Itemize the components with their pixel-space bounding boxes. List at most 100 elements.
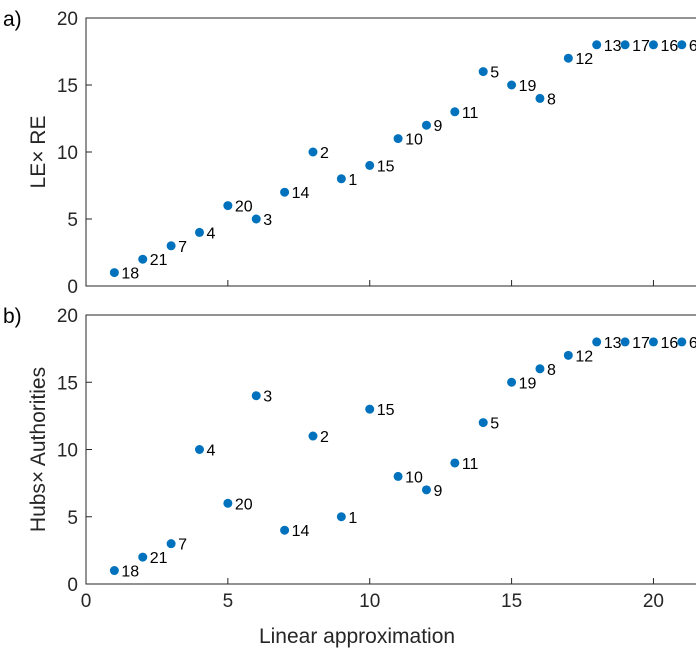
panel-b-point-label: 15 [377, 402, 395, 419]
panel-a-point-label: 11 [462, 105, 479, 122]
panel-a-point-label: 2 [320, 145, 329, 162]
panel-b-chart: 0 5 10 15 20 0 5 10 15 20 b) Hubs× Authorities Linea… [3, 305, 696, 648]
panel-b-x-tick-label: 0 [81, 591, 92, 612]
panel-b-point-label: 21 [150, 550, 168, 567]
panel-a-y-tick-label: 15 [57, 76, 78, 97]
panel-b-point-label: 13 [604, 335, 622, 352]
panel-b-data-point [478, 418, 488, 428]
panel-b-data-point [677, 337, 687, 347]
panel-b-data-point [620, 337, 630, 347]
panel-b-x-tick-label: 20 [643, 591, 664, 612]
panel-a-data-point [620, 40, 630, 50]
panel-b-data-point [336, 512, 346, 522]
panel-b-data-point [251, 391, 261, 401]
panel-b-data-point [194, 445, 204, 454]
panel-a-point-label: 7 [178, 239, 187, 256]
panel-a-y-tick-label: 0 [67, 277, 78, 298]
panel-a-data-point [251, 214, 261, 224]
panel-b-label: b) [3, 305, 22, 328]
panel-b-y-axis-title: Hubs× Authorities [27, 367, 50, 532]
panel-a-point-label: 13 [604, 38, 622, 55]
panel-a-point-label: 1 [348, 172, 357, 189]
panel-b-point-label: 11 [462, 456, 479, 473]
panel-a-point-label: 18 [121, 266, 139, 283]
panel-a-data-point [138, 254, 148, 264]
panel-b-y-tick-label: 5 [67, 508, 78, 529]
panel-a-data-point [592, 40, 602, 50]
panel-b-y-tick-label: 15 [57, 373, 78, 394]
panel-b-x-tick-label: 10 [359, 591, 380, 612]
panel-a-data-point [648, 40, 658, 50]
panel-a-data-point [280, 187, 290, 197]
panel-b-point-label: 12 [575, 348, 593, 365]
panel-b-point-label: 17 [632, 335, 650, 352]
panel-b-point-label: 4 [206, 443, 215, 460]
panel-b-point-label: 18 [121, 564, 139, 581]
panel-a-data-point [393, 134, 403, 144]
panel-b-x-tick-label: 15 [501, 591, 522, 612]
panel-b-point-label: 19 [519, 375, 537, 392]
panel-b-point-label: 9 [433, 483, 442, 500]
panel-a-point-label: 15 [377, 158, 395, 175]
panel-b-point-label: 3 [263, 389, 272, 406]
panel-a-point-label: 9 [433, 118, 442, 135]
panel-a-y-tick-label: 10 [57, 143, 78, 164]
panel-b-point-label: 14 [292, 523, 310, 540]
panel-a-point-label: 8 [547, 91, 556, 108]
panel-b-data-point [308, 431, 318, 441]
panel-a-point-label: 6 [689, 38, 696, 55]
panel-a-y-axis-title: LE× RE [27, 116, 50, 189]
panel-b-point-label: 5 [490, 416, 499, 433]
panel-b-point-label: 16 [660, 335, 678, 352]
panel-b-data-point [138, 552, 148, 562]
panel-b-point-label: 7 [178, 537, 187, 554]
panel-a-data-point [336, 174, 346, 184]
panel-a-data-point [677, 40, 687, 50]
panel-a-data-point [421, 120, 431, 130]
panel-b-data-point [450, 458, 460, 468]
panel-b-point-label: 10 [405, 469, 423, 486]
panel-a-data-point [450, 107, 460, 117]
panel-a-point-label: 17 [632, 38, 650, 55]
panel-a-point-label: 14 [292, 185, 310, 202]
panel-a-data-point [535, 93, 545, 103]
panel-b-data-point [280, 525, 290, 535]
panel-a-label: a) [3, 8, 22, 31]
panel-b-data-point [421, 485, 431, 495]
panel-b-data-point [166, 539, 176, 549]
panel-a-y-tick-label: 20 [57, 9, 78, 30]
panel-a-point-label: 4 [206, 225, 215, 242]
panel-b-y-tick-label: 20 [57, 306, 78, 327]
panel-b-data-point [109, 566, 119, 576]
panel-b-data-point [648, 337, 658, 347]
panel-a-data-point [308, 147, 318, 157]
panel-a-point-label: 16 [660, 38, 678, 55]
panel-a-point-label: 3 [263, 212, 272, 229]
panel-a-data-point [365, 160, 375, 170]
panel-b-data-point [535, 364, 545, 374]
panel-b-y-tick-label: 0 [67, 575, 78, 596]
panel-b-x-axis-title: Linear approximation [259, 625, 455, 648]
panel-b-data-point [563, 350, 573, 360]
panel-a-point-label: 12 [575, 51, 593, 68]
panel-a-data-point [194, 227, 204, 237]
panel-b-data-point [507, 377, 517, 387]
panel-a-data-point [478, 67, 488, 77]
panel-b-y-tick-label: 10 [57, 441, 78, 462]
panel-b-data-point [393, 471, 403, 481]
panel-b-point-label: 6 [689, 335, 696, 352]
panel-a-data-point [563, 53, 573, 63]
panel-a-point-label: 20 [235, 199, 253, 216]
panel-b-point-label: 2 [320, 429, 329, 446]
panel-a-point-label: 19 [519, 78, 537, 95]
panel-a-point-label: 5 [490, 65, 499, 82]
panel-a-data-point [109, 268, 119, 278]
panel-b-point-label: 1 [348, 510, 357, 527]
panel-b-data-point [592, 337, 602, 347]
panel-a-data-point [166, 241, 176, 251]
panel-a-data-point [507, 80, 517, 90]
panel-a-y-tick-label: 5 [67, 210, 78, 231]
panel-a-data-point [223, 201, 233, 211]
